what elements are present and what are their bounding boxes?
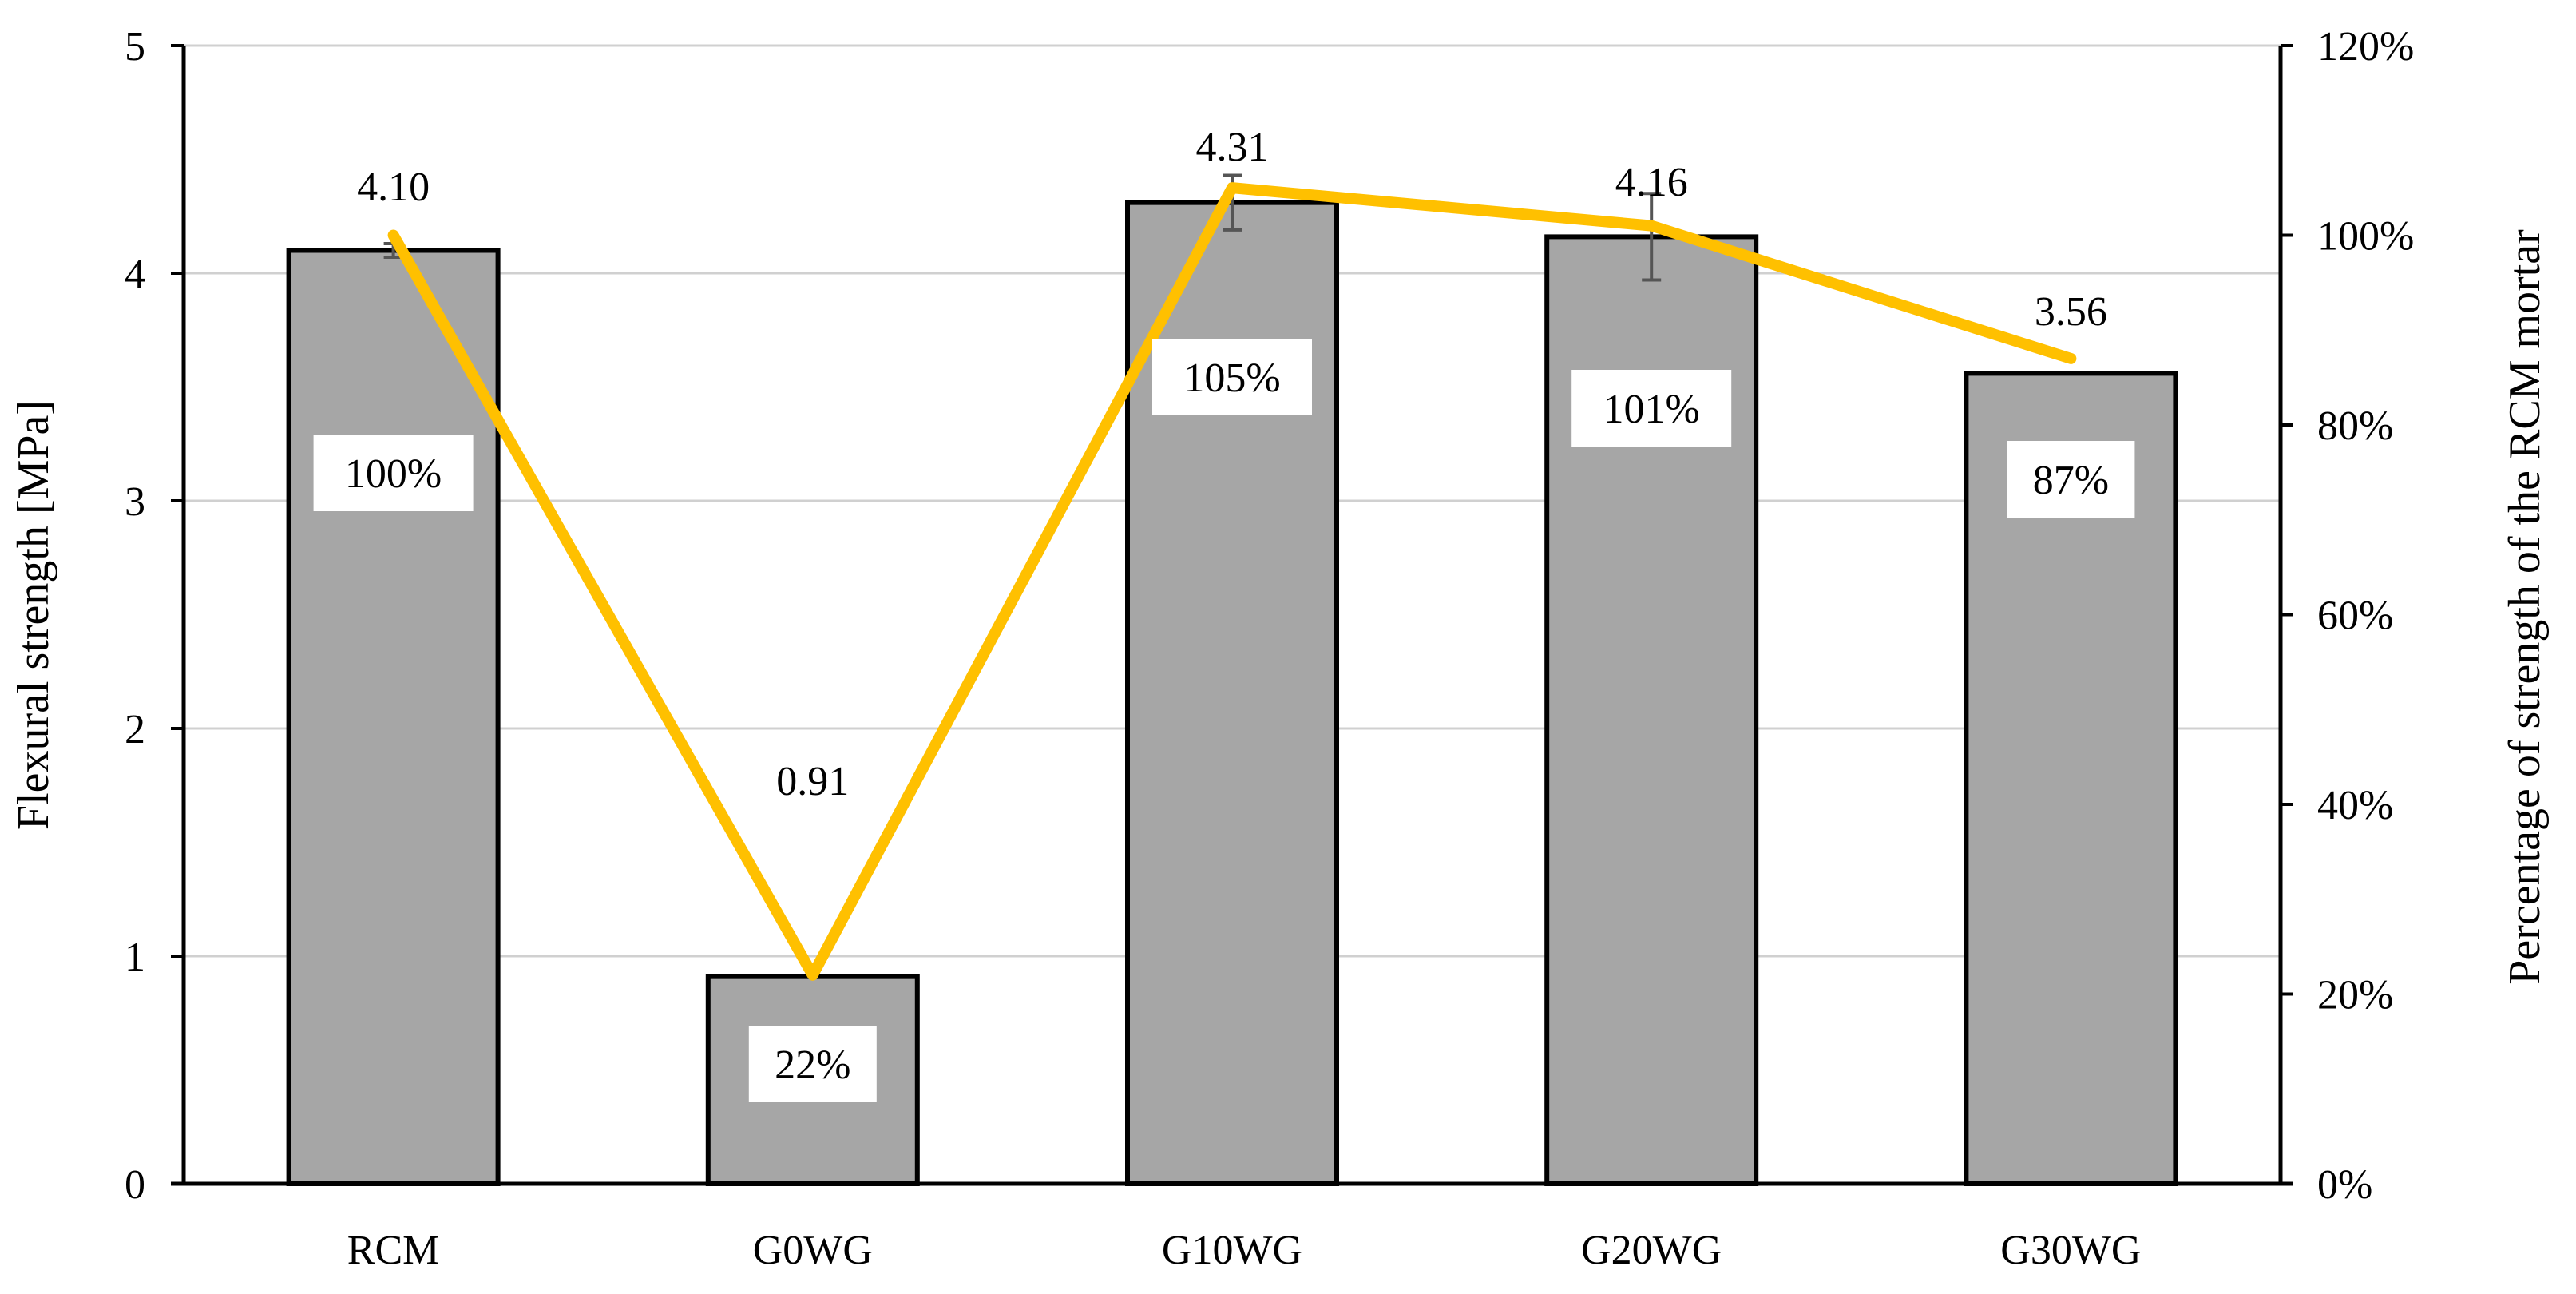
bar-value-label: 4.31: [1196, 125, 1269, 170]
x-tick-label: G10WG: [1162, 1228, 1302, 1273]
x-tick-label: RCM: [347, 1228, 440, 1273]
y-tick-label: 2: [125, 707, 145, 752]
y-tick-label: 3: [125, 479, 145, 525]
percentage-label-box: [2007, 441, 2135, 518]
x-tick-label: G0WG: [753, 1228, 873, 1273]
bar-value-label: 3.56: [2035, 289, 2107, 335]
y-axis-title: Flexural strength [MPa]: [9, 400, 58, 830]
percentage-label-box: [1571, 370, 1732, 447]
line-point: [811, 974, 814, 976]
y-tick-label: 4: [125, 252, 145, 297]
percentage-label-box: [748, 1026, 877, 1102]
percentage-line-series: [387, 182, 2077, 981]
bar-value-label: 4.16: [1615, 160, 1688, 205]
y2-tick-label: 20%: [2317, 973, 2393, 1018]
line-point: [1231, 187, 1233, 189]
percentage-label: 87%: [2033, 458, 2109, 503]
bar-value-label: 4.10: [357, 165, 430, 210]
y2-axis-title: Percentage of strength of the RCM mortar: [2500, 229, 2550, 985]
x-tick-label: G20WG: [1581, 1228, 1722, 1273]
line-point: [1651, 224, 1653, 227]
y-tick-label: 5: [125, 24, 145, 69]
y2-tick-label: 100%: [2317, 214, 2414, 260]
percentage-label: 105%: [1183, 355, 1280, 401]
y-tick-label: 0: [125, 1162, 145, 1208]
line-point: [392, 234, 394, 236]
line-point: [2070, 357, 2072, 359]
percentage-label-box: [1152, 339, 1312, 415]
y2-tick-label: 80%: [2317, 403, 2393, 449]
y2-tick-label: 0%: [2317, 1162, 2372, 1208]
axes: 0 1 2 3 4 5 0% 20% 40% 60% 80% 100% 120% RCM G0WG G10WG…: [125, 24, 2414, 1273]
percentage-label: 22%: [775, 1042, 850, 1088]
bar: [286, 248, 501, 1186]
error-bars: [383, 173, 1662, 282]
y2-tick-label: 120%: [2317, 24, 2414, 69]
y-tick-label: 1: [125, 935, 145, 980]
percentage-label-box: [313, 435, 474, 511]
y2-tick-label: 60%: [2317, 593, 2393, 639]
percentage-label: 101%: [1603, 387, 1700, 432]
bar-value-label: 0.91: [776, 759, 849, 804]
x-tick-label: G30WG: [2000, 1228, 2141, 1273]
data-labels: 4.10 0.91 4.31 4.16 3.56 100% 22% 105% 101% 87%: [313, 125, 2135, 1102]
percentage-label: 100%: [345, 451, 442, 497]
y2-tick-label: 40%: [2317, 783, 2393, 828]
